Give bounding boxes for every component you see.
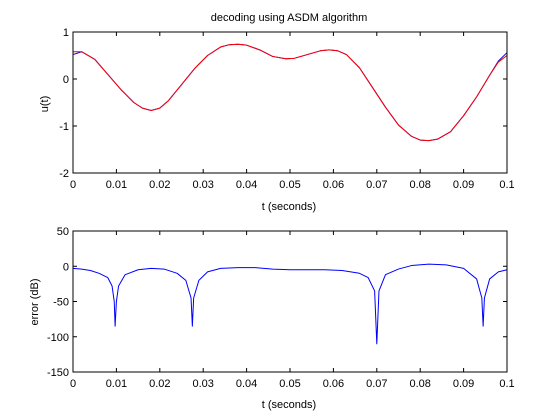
y-tick-label: 0	[63, 74, 69, 86]
y-axis-label: u(t)	[39, 96, 51, 113]
x-tick-label: 0.07	[366, 378, 387, 390]
x-axis-label: t (seconds)	[262, 201, 316, 213]
y-tick-label: 50	[57, 226, 69, 238]
x-tick-label: 0.01	[106, 179, 127, 191]
chart-title: decoding using ASDM algorithm	[211, 12, 368, 24]
x-tick-label: 0.02	[149, 378, 170, 390]
y-tick-label: 1	[63, 27, 69, 39]
x-tick-label: 0.06	[323, 179, 344, 191]
x-tick-label: 0.1	[499, 378, 514, 390]
x-tick-label: 0.03	[192, 179, 213, 191]
x-tick-label: 0.03	[192, 378, 213, 390]
x-tick-label: 0.04	[236, 378, 257, 390]
x-tick-label: 0.07	[366, 179, 387, 191]
x-tick-label: 0.05	[279, 179, 300, 191]
y-tick-label: 0	[63, 261, 69, 273]
x-tick-label: 0.1	[499, 179, 514, 191]
x-tick-label: 0.09	[453, 378, 474, 390]
y-tick-label: -50	[53, 297, 69, 309]
x-tick-label: 0.01	[106, 378, 127, 390]
x-tick-label: 0.08	[409, 378, 430, 390]
x-tick-label: 0.06	[323, 378, 344, 390]
x-tick-label: 0.04	[236, 179, 257, 191]
x-tick-label: 0	[70, 179, 76, 191]
x-axis-label: t (seconds)	[262, 399, 316, 411]
x-tick-label: 0.08	[409, 179, 430, 191]
x-tick-label: 0	[70, 378, 76, 390]
y-tick-label: -100	[47, 332, 69, 344]
y-tick-label: -150	[47, 367, 69, 379]
y-tick-label: -2	[59, 168, 69, 180]
y-tick-label: -1	[59, 121, 69, 133]
x-tick-label: 0.09	[453, 179, 474, 191]
y-axis-label: error (dB)	[29, 278, 41, 325]
x-tick-label: 0.02	[149, 179, 170, 191]
x-tick-label: 0.05	[279, 378, 300, 390]
